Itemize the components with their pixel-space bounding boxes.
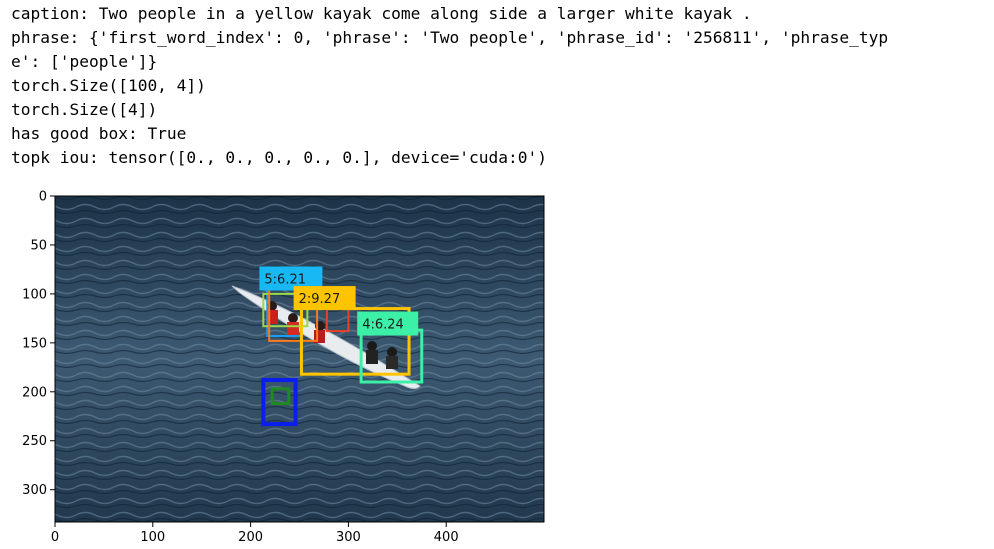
matplotlib-figure: 5:6.21 2:9.27 4:6.24 0 100 200 300 400 0 50 100 1…: [22, 190, 545, 545]
y-tick-label: 150: [22, 336, 47, 351]
score-label-text: 5:6.21: [264, 272, 306, 287]
phrase-line: phrase: {'first_word_index': 0, 'phrase'…: [11, 28, 889, 47]
y-tick-label: 100: [22, 287, 47, 302]
x-tick-label: 100: [140, 530, 165, 545]
x-tick-label: 200: [238, 530, 263, 545]
x-tick-label: 400: [434, 530, 459, 545]
score-label-2: 4:6.24: [357, 311, 419, 336]
axes-frame: [54, 195, 545, 523]
good-box-line: has good box: True: [11, 124, 187, 143]
prediction-labels: 5:6.21 2:9.27 4:6.24: [259, 266, 419, 336]
x-tick-label: 0: [51, 530, 59, 545]
size-box-line: torch.Size([4]): [11, 100, 158, 119]
bounding-box-6: [261, 378, 298, 427]
bounding-box-7: [270, 387, 291, 406]
score-label-text: 2:9.27: [299, 292, 341, 307]
y-tick-label: 200: [22, 385, 47, 400]
score-label-bg: [357, 311, 419, 336]
x-axis-ticks: 0 100 200 300 400: [51, 522, 459, 545]
score-label-text: 4:6.24: [362, 318, 404, 333]
y-tick-label: 300: [22, 483, 47, 498]
size-boxes-line: torch.Size([100, 4]): [11, 76, 206, 95]
y-tick-label: 250: [22, 434, 47, 449]
y-tick-label: 50: [30, 238, 47, 253]
kayak-photo: [55, 196, 544, 522]
y-axis-ticks: 0 50 100 150 200 250 300: [22, 190, 55, 498]
y-tick-label: 0: [39, 190, 47, 205]
score-label-1: 2:9.27: [293, 286, 356, 311]
caption-line: caption: Two people in a yellow kayak co…: [11, 4, 752, 23]
x-tick-label: 300: [336, 530, 361, 545]
score-label-bg: [293, 286, 356, 311]
topk-iou-line: topk iou: tensor([0., 0., 0., 0., 0.], d…: [11, 148, 548, 167]
phrase-line-wrap: e': ['people']}: [11, 52, 158, 71]
